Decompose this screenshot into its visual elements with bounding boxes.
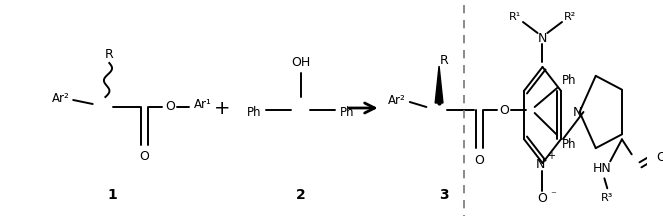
Text: R¹: R¹ xyxy=(509,12,521,22)
Text: O: O xyxy=(656,151,663,164)
Text: ⁻: ⁻ xyxy=(550,190,556,200)
Text: O: O xyxy=(474,154,484,166)
Text: 3: 3 xyxy=(439,188,449,202)
Text: O: O xyxy=(538,192,548,206)
Text: N: N xyxy=(536,158,545,170)
Text: +: + xyxy=(547,151,556,161)
Text: R²: R² xyxy=(564,12,576,22)
Text: OH: OH xyxy=(291,55,310,69)
Text: Ph: Ph xyxy=(340,107,355,120)
Text: O: O xyxy=(499,103,509,116)
Text: O: O xyxy=(139,151,149,164)
Text: N: N xyxy=(538,32,547,46)
Text: Ph: Ph xyxy=(562,139,576,152)
Text: Ar²: Ar² xyxy=(389,93,406,107)
Text: +: + xyxy=(214,99,231,118)
Text: Ar²: Ar² xyxy=(52,91,70,105)
Text: 1: 1 xyxy=(107,188,117,202)
Text: HN: HN xyxy=(593,162,612,175)
Text: O: O xyxy=(165,101,175,114)
Text: Ph: Ph xyxy=(247,107,261,120)
Text: Ph: Ph xyxy=(562,74,576,86)
Text: 2: 2 xyxy=(296,188,306,202)
Polygon shape xyxy=(435,66,443,103)
Text: N: N xyxy=(573,105,582,118)
Text: R³: R³ xyxy=(601,193,613,203)
Text: R: R xyxy=(105,48,113,61)
Text: R: R xyxy=(440,53,448,67)
Text: Ar¹: Ar¹ xyxy=(194,99,212,112)
